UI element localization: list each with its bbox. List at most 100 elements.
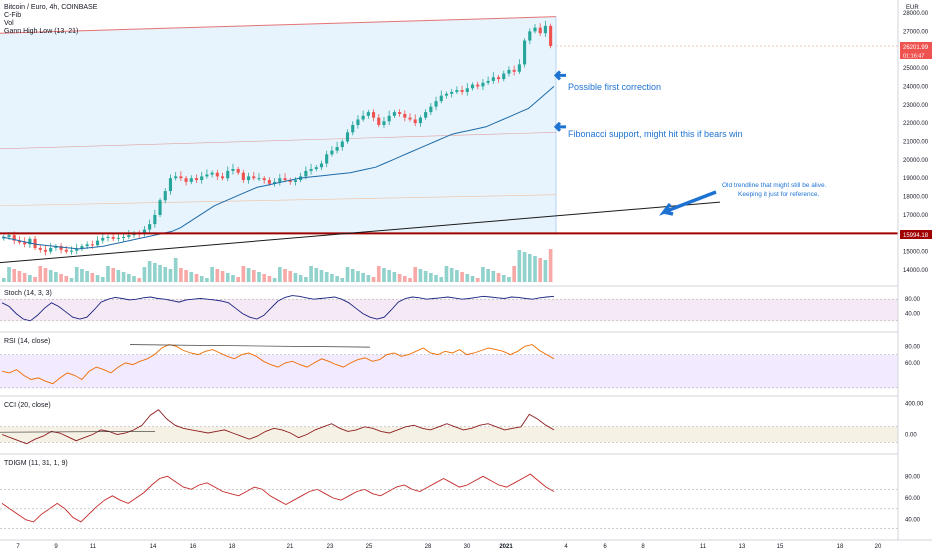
candle-body[interactable] — [17, 240, 22, 243]
candle-body[interactable] — [33, 238, 37, 248]
candle-body[interactable] — [486, 80, 490, 83]
candle-body[interactable] — [241, 172, 245, 181]
rsi-line[interactable] — [1, 344, 555, 385]
candle-body[interactable] — [470, 84, 475, 89]
tdigm-pane[interactable] — [0, 453, 898, 529]
candle-body[interactable] — [444, 93, 449, 96]
rsi-label[interactable]: RSI (14, close) — [4, 338, 50, 345]
candle-body[interactable] — [319, 163, 324, 168]
candle-body[interactable] — [95, 240, 100, 246]
candle-body[interactable] — [189, 178, 193, 182]
candle-body[interactable] — [309, 169, 313, 171]
candle-body[interactable] — [90, 244, 94, 246]
candle-body[interactable] — [174, 176, 178, 179]
candle-body[interactable] — [325, 154, 329, 164]
candle-body[interactable] — [59, 246, 63, 250]
candle-body[interactable] — [481, 82, 485, 87]
candle-body[interactable] — [252, 176, 256, 179]
candle-body[interactable] — [262, 178, 266, 181]
candle-body[interactable] — [543, 25, 547, 34]
candle-body[interactable] — [148, 224, 152, 230]
candle-body[interactable] — [549, 25, 553, 47]
candle-body[interactable] — [194, 178, 199, 181]
candle-body[interactable] — [49, 247, 53, 252]
candle-body[interactable] — [403, 113, 407, 118]
cci-pane[interactable] — [0, 395, 898, 445]
candle-body[interactable] — [392, 112, 396, 116]
candle-body[interactable] — [215, 172, 219, 177]
candle-body[interactable] — [335, 147, 339, 151]
candle-body[interactable] — [122, 236, 126, 238]
annotation-trendline-1[interactable]: Old trendline that might still be alive. — [722, 182, 827, 189]
candle-body[interactable] — [273, 181, 277, 184]
candle-body[interactable] — [502, 73, 506, 80]
indicator-fib-label[interactable]: C-Fib — [4, 12, 21, 19]
main-price-pane[interactable] — [0, 16, 898, 282]
rsi-pane[interactable] — [0, 331, 898, 389]
candle-body[interactable] — [267, 180, 271, 184]
candle-body[interactable] — [210, 172, 214, 175]
candle-body[interactable] — [382, 121, 386, 125]
candle-body[interactable] — [460, 90, 464, 92]
candle-body[interactable] — [236, 169, 240, 173]
candle-body[interactable] — [116, 237, 120, 239]
candle-body[interactable] — [439, 95, 443, 102]
candle-body[interactable] — [512, 69, 516, 72]
candle-body[interactable] — [69, 250, 74, 252]
candle-body[interactable] — [418, 117, 422, 124]
candle-body[interactable] — [533, 27, 537, 32]
candle-body[interactable] — [345, 132, 350, 142]
stoch-pane[interactable] — [0, 285, 898, 322]
tdigm-line[interactable] — [1, 473, 555, 523]
candle-body[interactable] — [179, 176, 183, 179]
candle-body[interactable] — [231, 169, 235, 171]
candle-body[interactable] — [101, 237, 105, 241]
candle-body[interactable] — [387, 115, 391, 122]
candle-body[interactable] — [153, 214, 157, 225]
candle-body[interactable] — [12, 235, 16, 241]
candle-body[interactable] — [366, 112, 370, 116]
candle-body[interactable] — [377, 117, 381, 125]
candle-body[interactable] — [38, 247, 42, 250]
candle-body[interactable] — [361, 115, 365, 120]
indicator-gann-label[interactable]: Gann High Low (13, 21) — [4, 28, 78, 35]
candle-body[interactable] — [371, 112, 376, 118]
candle-body[interactable] — [64, 249, 68, 252]
candle-body[interactable] — [184, 178, 188, 182]
cci-label[interactable]: CCI (20, close) — [4, 402, 51, 409]
candle-body[interactable] — [23, 242, 27, 245]
candle-body[interactable] — [517, 64, 521, 72]
candle-body[interactable] — [142, 229, 146, 235]
candle-body[interactable] — [278, 178, 282, 182]
symbol-title[interactable]: Bitcoin / Euro, 4h, COINBASE — [4, 4, 98, 11]
candle-body[interactable] — [200, 176, 204, 181]
candle-body[interactable] — [43, 249, 48, 252]
candle-body[interactable] — [340, 141, 344, 148]
candle-body[interactable] — [465, 88, 469, 92]
candle-body[interactable] — [226, 170, 230, 179]
candle-body[interactable] — [163, 191, 167, 201]
old-trendline[interactable] — [0, 201, 721, 264]
candle-body[interactable] — [450, 91, 454, 94]
candle-body[interactable] — [476, 84, 480, 87]
candle-body[interactable] — [205, 174, 209, 177]
candle-body[interactable] — [528, 31, 532, 41]
annotation-trendline-2[interactable]: Keeping it just for reference. — [738, 191, 819, 198]
candle-body[interactable] — [257, 178, 261, 180]
candle-body[interactable] — [80, 246, 84, 249]
candle-body[interactable] — [106, 236, 110, 238]
candle-body[interactable] — [288, 180, 292, 182]
candle-body[interactable] — [85, 244, 89, 247]
annotation-fibonacci[interactable]: Fibonacci support, might hit this if bea… — [568, 129, 743, 139]
candle-body[interactable] — [28, 238, 32, 245]
candle-body[interactable] — [413, 119, 417, 124]
candle-body[interactable] — [496, 77, 501, 80]
cci-line[interactable] — [1, 409, 555, 445]
candle-body[interactable] — [168, 178, 173, 192]
candle-body[interactable] — [398, 112, 402, 114]
candle-body[interactable] — [434, 101, 438, 107]
candle-body[interactable] — [283, 178, 287, 181]
candle-body[interactable] — [7, 235, 11, 237]
candle-body[interactable] — [220, 176, 225, 179]
candle-body[interactable] — [351, 124, 355, 133]
